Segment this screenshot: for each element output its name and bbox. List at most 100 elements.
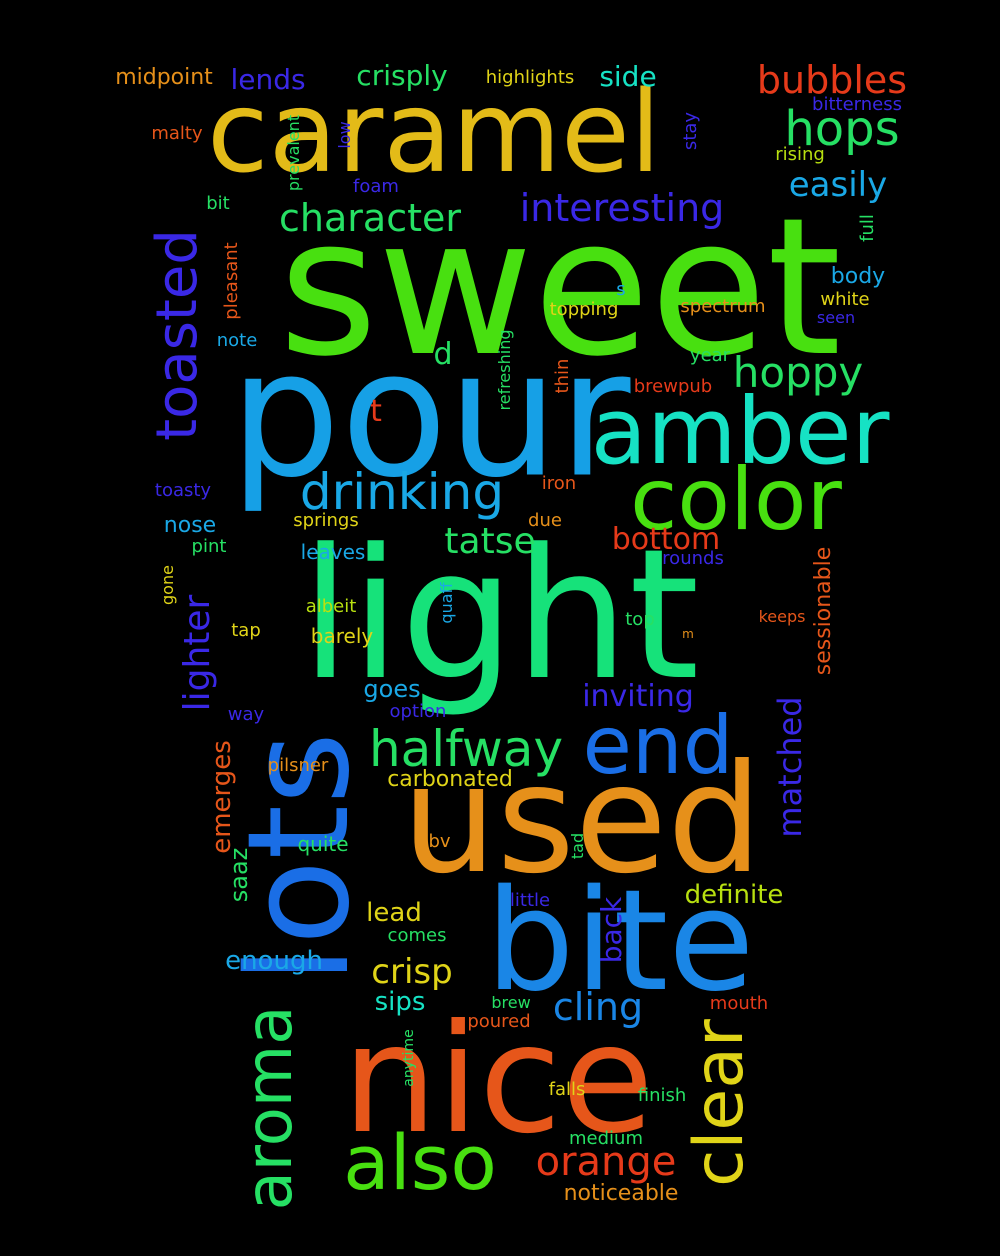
word-crisply: crisply	[356, 59, 448, 92]
word-interesting: interesting	[519, 186, 725, 230]
word-rising: rising	[775, 144, 825, 165]
word-gone: gone	[158, 565, 177, 605]
word-way: way	[227, 704, 265, 725]
word-enough: enough	[225, 946, 323, 976]
word-quite: quite	[297, 832, 349, 856]
word-tatse: tatse	[444, 521, 536, 562]
word-sips: sips	[374, 987, 426, 1017]
word-toasty: toasty	[154, 480, 212, 501]
word-clear: clear	[680, 1019, 759, 1187]
word-low: low	[335, 121, 354, 149]
word-stay: stay	[680, 111, 701, 151]
word-bitterness: bitterness	[812, 94, 902, 115]
word-lends: lends	[230, 63, 306, 96]
word-used: used	[401, 733, 763, 907]
word-hoppy: hoppy	[732, 348, 864, 397]
word-side: side	[599, 60, 657, 93]
word-nice: nice	[342, 993, 654, 1167]
word-malty: malty	[151, 123, 203, 144]
word-body: body	[830, 264, 886, 289]
word-topping: topping	[549, 299, 619, 320]
word-spectrum: spectrum	[680, 296, 766, 317]
word-pour: pour	[229, 313, 631, 517]
word-inviting: inviting	[582, 679, 694, 714]
word-toasted: toasted	[145, 229, 210, 441]
word-cling: cling	[552, 985, 644, 1029]
word-white: white	[820, 289, 870, 310]
word-brewpub: brewpub	[633, 376, 713, 397]
word-lighter: lighter	[177, 594, 218, 712]
word-note: note	[216, 330, 258, 351]
word-color: color	[630, 450, 842, 550]
word-sessionable: sessionable	[811, 546, 836, 676]
word-due: due	[528, 510, 562, 531]
word-m: m	[682, 627, 694, 641]
word-foam: foam	[353, 176, 399, 197]
word-thin: thin	[552, 358, 573, 394]
word-rounds: rounds	[662, 548, 724, 569]
word-poured: poured	[467, 1011, 531, 1032]
word-tad: tad	[568, 832, 587, 860]
word-anytime: anytime	[401, 1029, 417, 1087]
word-iron: iron	[541, 473, 577, 494]
word-mouth: mouth	[709, 993, 769, 1014]
word-highlights: highlights	[485, 67, 575, 88]
word-d: d	[433, 337, 453, 372]
word-hops: hops	[784, 101, 900, 157]
word-seen: seen	[816, 308, 856, 327]
word-brew: brew	[491, 993, 531, 1012]
word-definite: definite	[684, 880, 784, 910]
word-little: little	[509, 890, 551, 911]
word-noticeable: noticeable	[563, 1181, 679, 1206]
word-year: year	[689, 345, 731, 366]
word-medium: medium	[569, 1128, 643, 1149]
word-crisp: crisp	[371, 952, 453, 992]
word-goes: goes	[363, 675, 421, 703]
word-midpoint: midpoint	[115, 65, 213, 90]
word-drinking: drinking	[299, 463, 505, 521]
word-caramel: caramel	[206, 68, 662, 198]
word-bit: bit	[206, 193, 230, 214]
word-finish: finish	[637, 1085, 687, 1106]
word-keeps: keeps	[758, 607, 806, 626]
word-nose: nose	[163, 513, 217, 538]
word-matched: matched	[771, 696, 809, 838]
word-light: light	[300, 511, 700, 720]
word-refreshing: refreshing	[495, 329, 514, 411]
word-end: end	[582, 699, 734, 792]
word-t: t	[370, 394, 382, 429]
word-lead: lead	[366, 898, 422, 928]
word-prevalent: prevalent	[284, 114, 303, 192]
word-easily: easily	[788, 165, 888, 205]
word-albeit: albeit	[305, 596, 357, 617]
word-full: full	[857, 214, 878, 242]
word-option: option	[389, 701, 447, 722]
word-springs: springs	[293, 510, 359, 531]
word-also: also	[343, 1118, 497, 1207]
word-pilsner: pilsner	[267, 755, 329, 776]
word-carbonated: carbonated	[387, 767, 513, 792]
word-leaves: leaves	[300, 540, 366, 564]
word-emerges: emerges	[207, 740, 237, 854]
word-comes: comes	[387, 925, 447, 946]
word-abv: abv	[417, 831, 451, 852]
word-bubbles: bubbles	[756, 58, 908, 102]
word-character: character	[279, 196, 461, 240]
word-pint: pint	[191, 536, 227, 557]
word-tap: tap	[231, 620, 261, 641]
word-sweet: sweet	[278, 177, 842, 398]
word-pleasant: pleasant	[221, 242, 242, 320]
word-bite: bite	[485, 860, 755, 1023]
word-saaz: saaz	[225, 847, 253, 903]
word-orange: orange	[535, 1139, 677, 1185]
word-aroma: aroma	[233, 1005, 307, 1211]
word-s: s	[616, 279, 626, 300]
word-barely: barely	[310, 624, 374, 648]
word-amber: amber	[590, 378, 890, 485]
word-halfway: halfway	[368, 720, 564, 778]
word-falls: falls	[548, 1079, 586, 1100]
word-top: top	[625, 609, 655, 630]
word-back: back	[595, 896, 628, 964]
word-bottom: bottom	[611, 522, 721, 557]
